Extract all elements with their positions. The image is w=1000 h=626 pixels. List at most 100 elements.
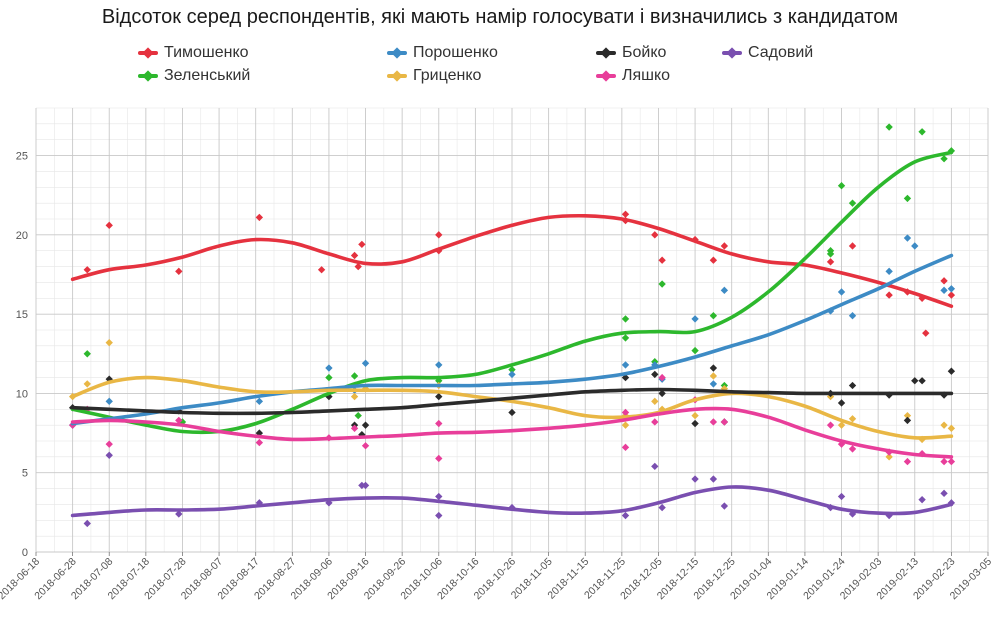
data-point-0 [621, 210, 630, 218]
legend-key [385, 42, 409, 64]
data-point-6 [105, 451, 113, 459]
y-tick-label: 20 [16, 230, 28, 242]
legend-item: Тимошенко [136, 42, 249, 64]
data-point-0 [709, 256, 718, 264]
data-point-6 [435, 511, 443, 520]
data-point-2 [105, 397, 113, 406]
data-point-1 [918, 128, 926, 136]
legend-label: Садовий [748, 44, 814, 61]
data-point-3 [885, 453, 893, 461]
data-point-3 [848, 415, 857, 423]
y-tick-label: 25 [16, 151, 28, 163]
data-point-0 [826, 258, 835, 266]
data-point-5 [350, 424, 359, 432]
data-point-3 [709, 372, 718, 380]
y-tick-label: 0 [22, 547, 28, 559]
chart-title: Відсоток серед респондентів, які мають н… [101, 6, 899, 28]
data-point-0 [885, 291, 893, 299]
data-point-1 [325, 373, 333, 382]
data-point-5 [709, 418, 718, 426]
legend-label: Ляшко [622, 67, 671, 84]
trend-line-0 [70, 213, 954, 308]
data-point-5 [947, 457, 956, 466]
legend-item: Ляшко [594, 65, 670, 87]
data-point-1 [903, 194, 912, 203]
y-tick-label: 5 [22, 468, 28, 480]
data-point-6 [837, 492, 846, 501]
data-point-6 [621, 511, 630, 520]
legend-label: Гриценко [413, 67, 482, 84]
y-tick-label: 10 [16, 388, 28, 400]
data-point-2 [885, 267, 893, 276]
data-point-6 [361, 481, 370, 490]
data-point-1 [658, 280, 666, 288]
data-point-5 [940, 457, 948, 466]
data-point-2 [848, 312, 857, 320]
legend-item: Зеленський [136, 65, 250, 87]
data-point-2 [325, 364, 333, 372]
data-point-0 [658, 256, 666, 264]
data-point-0 [922, 329, 930, 337]
data-point-1 [621, 315, 630, 323]
legend-key [385, 65, 409, 87]
data-point-0 [255, 213, 264, 222]
legend-label: Порошенко [413, 44, 498, 61]
data-point-3 [947, 424, 956, 432]
data-point-5 [255, 438, 264, 447]
legend-key [594, 65, 618, 87]
data-point-5 [651, 418, 659, 426]
data-point-0 [105, 221, 113, 230]
data-point-4 [903, 416, 912, 425]
data-point-5 [848, 445, 857, 453]
data-point-6 [435, 492, 443, 501]
data-point-3 [621, 421, 630, 429]
legend-key [594, 42, 618, 64]
data-point-2 [720, 286, 729, 295]
data-point-5 [175, 416, 183, 425]
data-point-5 [361, 442, 370, 450]
data-point-4 [911, 377, 919, 385]
legend: Тимошенко Зеленський Порошенко Гриценко Бойк… [0, 40, 1000, 90]
data-point-6 [658, 503, 666, 512]
data-point-4 [435, 392, 443, 401]
data-point-0 [354, 262, 362, 271]
data-point-3 [940, 421, 948, 429]
data-point-0 [317, 266, 326, 274]
data-point-2 [837, 288, 846, 296]
data-point-3 [691, 411, 699, 420]
data-point-4 [658, 389, 666, 398]
data-point-1 [709, 312, 718, 320]
data-point-4 [947, 367, 956, 375]
data-point-5 [720, 418, 729, 426]
data-point-2 [709, 380, 718, 388]
data-point-1 [691, 346, 699, 355]
data-point-6 [175, 510, 183, 518]
y-tick-label: 15 [16, 309, 28, 321]
data-point-3 [350, 392, 359, 401]
data-point-4 [848, 381, 857, 390]
data-point-2 [435, 361, 443, 369]
data-point-4 [361, 421, 370, 429]
legend-label: Бойко [622, 44, 667, 61]
data-point-6 [720, 502, 729, 510]
data-point-5 [658, 373, 666, 382]
data-point-5 [435, 419, 443, 428]
data-point-6 [918, 495, 926, 504]
data-point-1 [940, 155, 948, 163]
legend-key [720, 42, 744, 64]
data-point-1 [621, 334, 630, 342]
data-point-4 [691, 419, 699, 428]
trend-line-2 [70, 253, 954, 426]
data-point-4 [709, 364, 718, 372]
data-point-2 [255, 397, 264, 406]
data-point-1 [83, 350, 91, 358]
data-point-0 [435, 231, 443, 239]
legend-label: Тимошенко [164, 44, 249, 61]
data-point-2 [940, 286, 948, 295]
data-point-5 [621, 408, 630, 417]
data-point-0 [947, 291, 956, 299]
trend-line-3 [70, 375, 954, 440]
data-point-6 [651, 462, 659, 471]
data-point-3 [903, 411, 912, 420]
